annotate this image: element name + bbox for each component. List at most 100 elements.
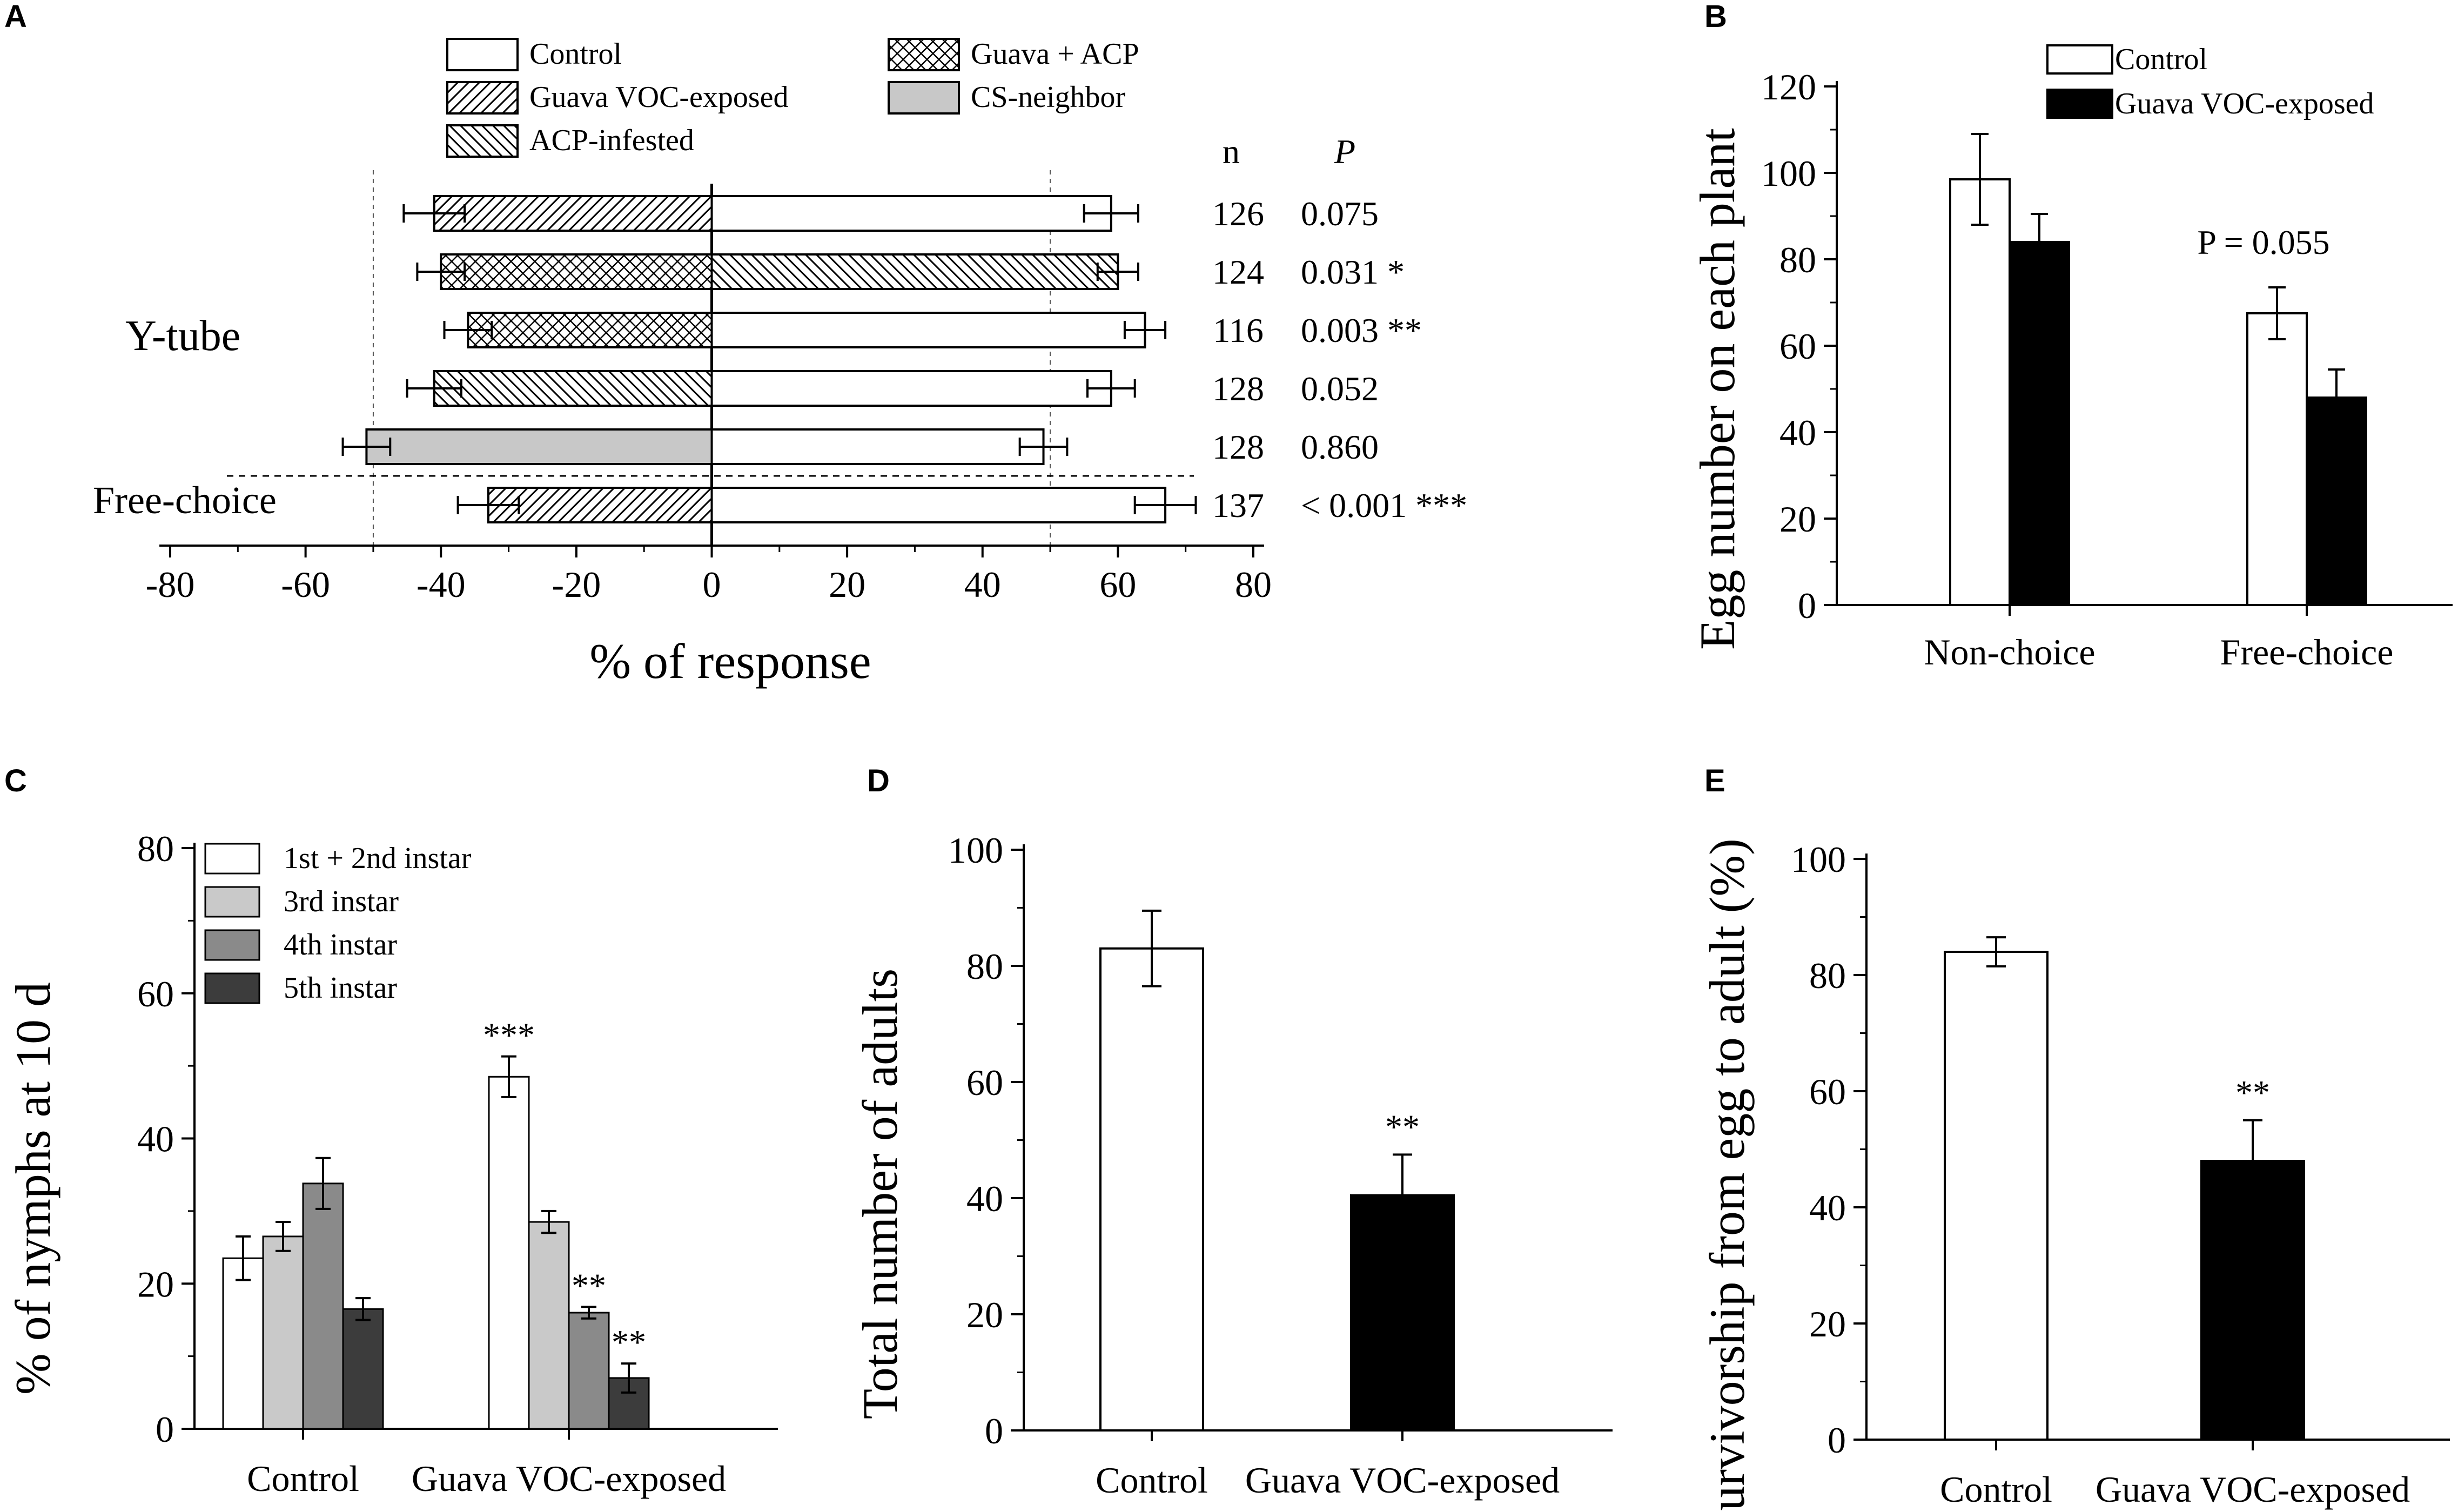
panel-a-legend: Control Guava VOC-exposed ACP-infested G…	[446, 37, 1139, 158]
panel-d: D 0 20 40 60 80 100 Control ** Guava VOC-exposed…	[852, 763, 1613, 1501]
error-bar	[2268, 286, 2286, 340]
row-n: 124	[1212, 253, 1264, 291]
y-tick-label: 60	[137, 973, 174, 1014]
error-bar	[541, 1209, 556, 1234]
bar	[2009, 241, 2070, 606]
error-bar	[1142, 909, 1161, 987]
y-tick-label: 0	[1798, 585, 1816, 626]
row-n: 128	[1212, 369, 1264, 408]
legend-swatch-c-instar3	[204, 886, 260, 918]
x-tick-label: 60	[1099, 564, 1136, 605]
panel-e-label: E	[1704, 763, 1725, 798]
error-bar	[501, 1055, 516, 1098]
row-p-value: 0.860	[1301, 428, 1379, 466]
y-tick-label: 20	[1809, 1303, 1846, 1345]
panel-e: E 0 20 40 60 80 100 Control ** Guava VOC-exposed…	[1700, 763, 2450, 1512]
legend-label-c-instar4: 4th instar	[284, 928, 397, 962]
group-label-ytube: Y-tube	[125, 312, 240, 360]
y-tick-label: 20	[966, 1294, 1003, 1335]
y-tick-label: 60	[1809, 1071, 1846, 1112]
error-bar-left	[341, 438, 392, 456]
row-n: 116	[1213, 311, 1264, 350]
legend-swatch-c-instar12	[204, 843, 260, 875]
error-bar-left	[402, 204, 466, 223]
legend-swatch-acp-infested	[446, 124, 519, 158]
panel-c-legend: 1st + 2nd instar 3rd instar 4th instar 5…	[204, 842, 472, 1005]
bar	[342, 1308, 384, 1430]
x-tick-label: Control	[1940, 1469, 2052, 1510]
y-tick-label: 60	[1779, 326, 1816, 367]
legend-label-guava-acp: Guava + ACP	[971, 37, 1139, 71]
significance-marker: **	[2235, 1073, 2270, 1112]
error-bar	[355, 1297, 371, 1321]
panel-d-label: D	[867, 763, 890, 798]
error-bar-left	[456, 496, 520, 514]
row-n: 128	[1212, 428, 1264, 466]
bar-right	[710, 370, 1112, 407]
bar-left	[433, 370, 713, 407]
bar-left	[467, 312, 713, 348]
bar-right	[710, 428, 1045, 465]
legend-swatch-c-instar4	[204, 929, 260, 961]
y-tick-label: 0	[1828, 1420, 1846, 1461]
row-p-value: 0.075	[1301, 194, 1379, 233]
bar	[2306, 397, 2367, 606]
legend-swatch-c-instar5	[204, 972, 260, 1004]
group-label-free: Free-choice	[93, 479, 277, 522]
bar-right	[710, 195, 1112, 232]
legend-swatch-control	[446, 38, 519, 71]
bar	[302, 1182, 344, 1430]
panel-b-plot: 0 20 40 60 80 100 120 Non-choice Free-choice	[1761, 66, 2453, 673]
y-tick-label: 0	[156, 1409, 174, 1450]
row-n: 137	[1212, 486, 1264, 525]
col-header-p: P	[1334, 132, 1355, 171]
bar	[528, 1221, 570, 1430]
bar-right	[710, 312, 1146, 348]
panel-b: B 0 20 40 60 80 100 120 Non-choice Free-choice C…	[1690, 0, 2453, 673]
legend-label-b-control: Control	[2115, 43, 2207, 76]
error-bar	[2031, 213, 2048, 271]
row-p-value: 0.003 **	[1301, 311, 1422, 350]
y-tick-label: 80	[137, 828, 174, 869]
error-bar	[276, 1221, 291, 1252]
legend-label-acp-infested: ACP-infested	[529, 124, 694, 157]
panel-a-xlabel: % of response	[589, 634, 871, 689]
x-tick-label: 40	[964, 564, 1001, 605]
x-tick-label: Control	[247, 1458, 359, 1499]
bar	[222, 1257, 264, 1430]
legend-swatch-b-control	[2046, 44, 2113, 75]
x-tick-label: -40	[417, 564, 466, 605]
panel-d-plot: 0 20 40 60 80 100 Control ** Guava VOC-exposed	[948, 830, 1613, 1501]
panel-e-plot: 0 20 40 60 80 100 Control ** Guava VOC-exposed	[1791, 839, 2450, 1510]
panel-b-legend: Control Guava VOC-exposed	[2046, 43, 2374, 120]
x-tick-label: 20	[829, 564, 865, 605]
error-bar-right	[1123, 321, 1167, 339]
y-tick-label: 40	[1809, 1187, 1846, 1228]
error-bar	[315, 1157, 331, 1210]
y-tick-label: 80	[966, 946, 1003, 987]
bar-right	[710, 487, 1167, 523]
error-bar-left	[443, 321, 493, 339]
error-bar	[1971, 133, 1989, 226]
y-tick-label: 100	[1791, 839, 1846, 880]
x-tick-label: Guava VOC-exposed	[2096, 1469, 2410, 1510]
legend-label-c-instar5: 5th instar	[284, 971, 397, 1005]
bar-left	[487, 487, 713, 523]
panel-b-annotation: P = 0.055	[2197, 223, 2329, 261]
legend-swatch-cs-neighbor	[888, 81, 960, 115]
y-tick-label: 0	[985, 1410, 1003, 1451]
col-header-n: n	[1223, 132, 1240, 171]
error-bar-left	[416, 263, 466, 281]
error-bar	[2328, 368, 2345, 427]
y-tick-label: 60	[966, 1062, 1003, 1103]
legend-label-guava-voc: Guava VOC-exposed	[529, 80, 789, 114]
legend-label-cs-neighbor: CS-neighbor	[971, 80, 1126, 114]
bar	[262, 1235, 304, 1430]
panel-a-label: A	[4, 0, 27, 34]
x-tick-label: Guava VOC-exposed	[1245, 1460, 1560, 1501]
legend-swatch-guava-acp	[888, 38, 960, 71]
x-tick-label: Guava VOC-exposed	[412, 1458, 726, 1499]
panel-b-ylabel: Egg number on each plant	[1690, 128, 1745, 650]
